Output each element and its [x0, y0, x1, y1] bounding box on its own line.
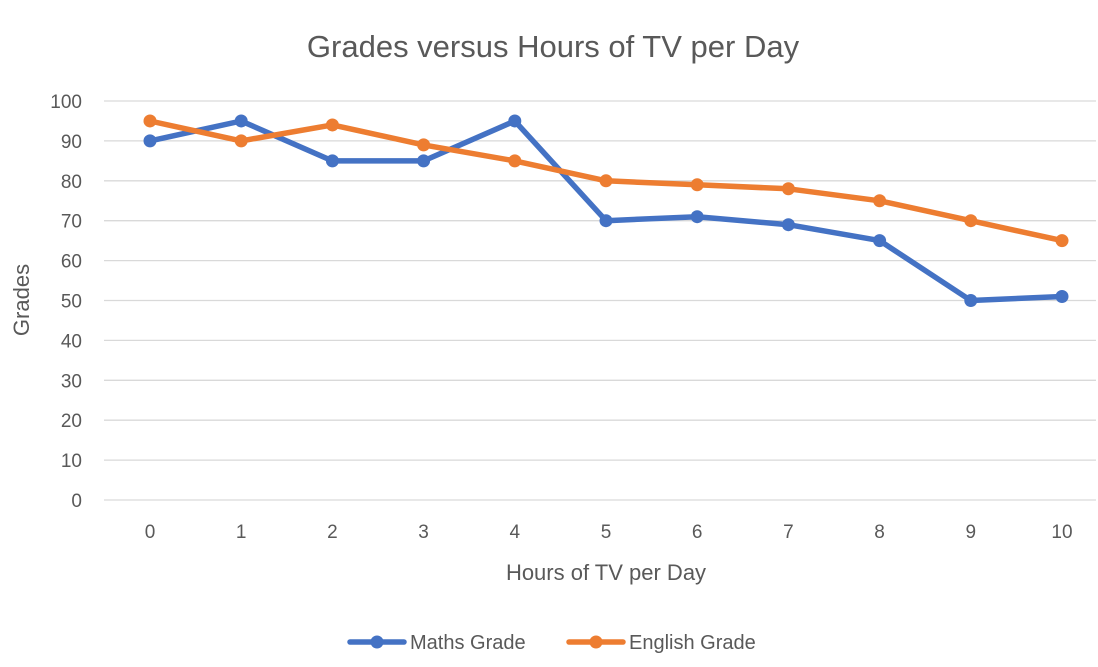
legend-item-maths-grade: Maths Grade: [347, 632, 526, 654]
x-tick-label: 7: [783, 522, 794, 543]
y-tick-label: 90: [61, 132, 82, 153]
x-tick-label: 0: [145, 522, 156, 543]
x-tick-label: 10: [1051, 522, 1072, 543]
data-point: [964, 294, 978, 307]
x-tick-label: 1: [236, 522, 247, 543]
x-tick-label: 6: [692, 522, 703, 543]
series-english-grade: [143, 114, 1069, 248]
legend-label: English Grade: [629, 632, 756, 654]
data-point: [325, 118, 339, 132]
data-point: [873, 194, 887, 208]
y-tick-label: 40: [61, 331, 82, 352]
y-tick-label: 80: [61, 172, 82, 193]
legend-label: Maths Grade: [410, 632, 526, 654]
chart-title: Grades versus Hours of TV per Day: [307, 29, 800, 64]
legend: Maths Grade English Grade: [347, 632, 756, 654]
y-axis-title: Grades: [9, 264, 34, 336]
data-point: [1055, 234, 1069, 248]
data-point: [781, 218, 795, 232]
x-tick-label: 5: [601, 522, 612, 543]
data-point: [143, 134, 157, 148]
x-tick-label: 2: [327, 522, 338, 543]
data-point: [417, 154, 431, 168]
y-axis-ticks: 0 10 20 30 40 50 60 70 80 90 100: [50, 92, 82, 512]
data-point: [873, 234, 887, 248]
data-point: [690, 210, 704, 224]
legend-marker: [370, 635, 384, 649]
data-point: [417, 138, 431, 152]
y-tick-label: 50: [61, 292, 82, 313]
data-point: [508, 114, 522, 128]
y-tick-label: 60: [61, 252, 82, 273]
x-tick-label: 8: [874, 522, 885, 543]
y-tick-label: 20: [61, 411, 82, 432]
data-point: [599, 174, 613, 188]
x-axis-title: Hours of TV per Day: [506, 560, 706, 585]
x-tick-label: 9: [966, 522, 977, 543]
data-point: [781, 182, 795, 196]
gridlines: [104, 100, 1096, 501]
data-point: [234, 114, 248, 128]
series-maths-grade: [143, 114, 1069, 307]
data-point: [325, 154, 339, 168]
y-tick-label: 70: [61, 212, 82, 233]
x-tick-label: 4: [510, 522, 521, 543]
data-point: [143, 114, 157, 128]
y-tick-label: 30: [61, 371, 82, 392]
data-point: [234, 134, 248, 148]
legend-marker: [589, 635, 603, 649]
series-layer: [143, 114, 1069, 307]
data-point: [599, 214, 613, 228]
data-point: [1055, 290, 1069, 304]
y-tick-label: 0: [71, 491, 82, 512]
y-tick-label: 100: [50, 92, 82, 113]
x-tick-label: 3: [418, 522, 429, 543]
data-point: [690, 178, 704, 192]
data-point: [964, 214, 978, 228]
x-axis-ticks: 0 1 2 3 4 5 6 7 8 9 10: [145, 522, 1073, 543]
y-tick-label: 10: [61, 451, 82, 472]
data-point: [508, 154, 522, 168]
legend-item-english-grade: English Grade: [566, 632, 756, 654]
